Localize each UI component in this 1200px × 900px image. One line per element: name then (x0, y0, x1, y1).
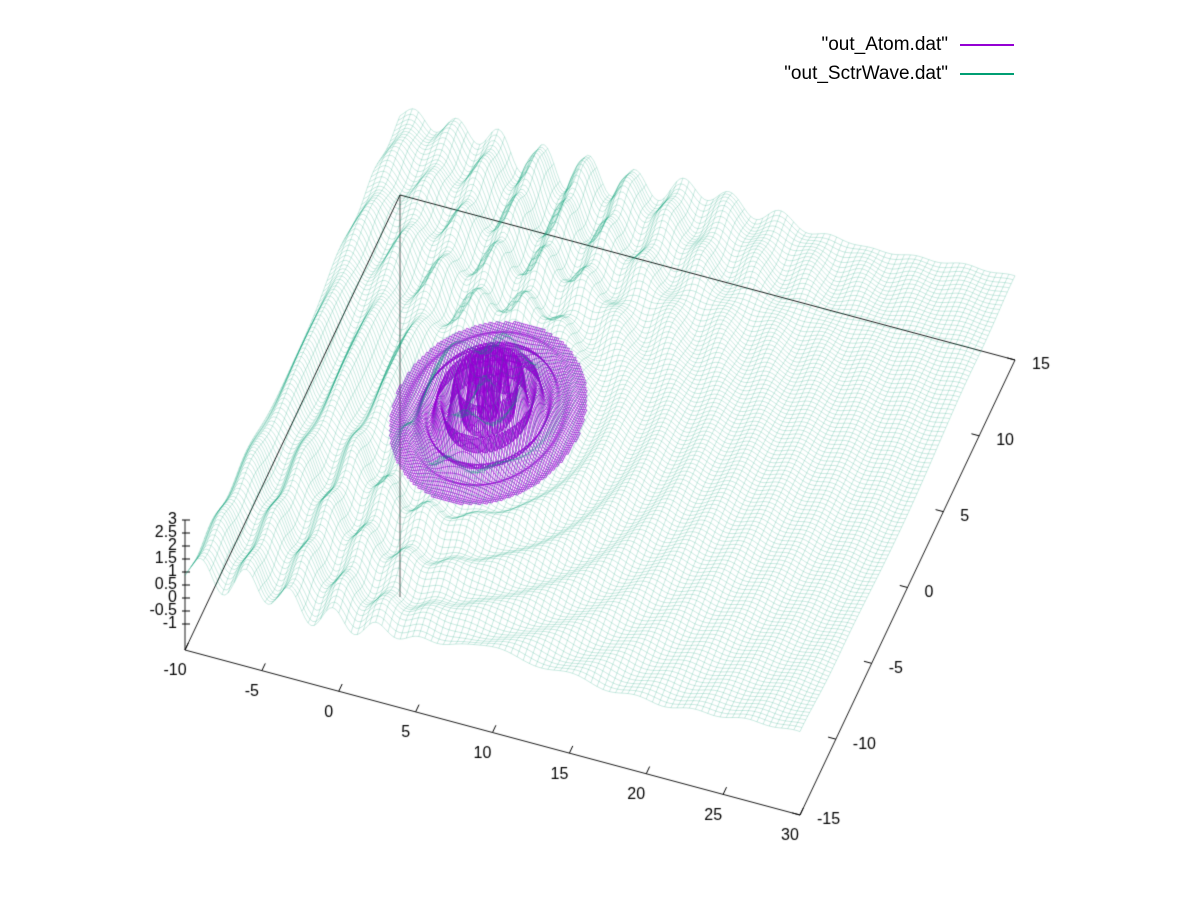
legend-label-atom: "out_Atom.dat" (821, 34, 948, 55)
legend-item-sctrwave: "out_SctrWave.dat" (784, 60, 1014, 88)
legend-label-sctrwave: "out_SctrWave.dat" (784, 63, 948, 84)
legend-line-sample-atom (960, 44, 1014, 46)
legend-item-atom: "out_Atom.dat" (784, 31, 1014, 59)
legend-line-sample-sctrwave (960, 73, 1014, 75)
plot-legend: "out_Atom.dat" "out_SctrWave.dat" (784, 31, 1014, 88)
